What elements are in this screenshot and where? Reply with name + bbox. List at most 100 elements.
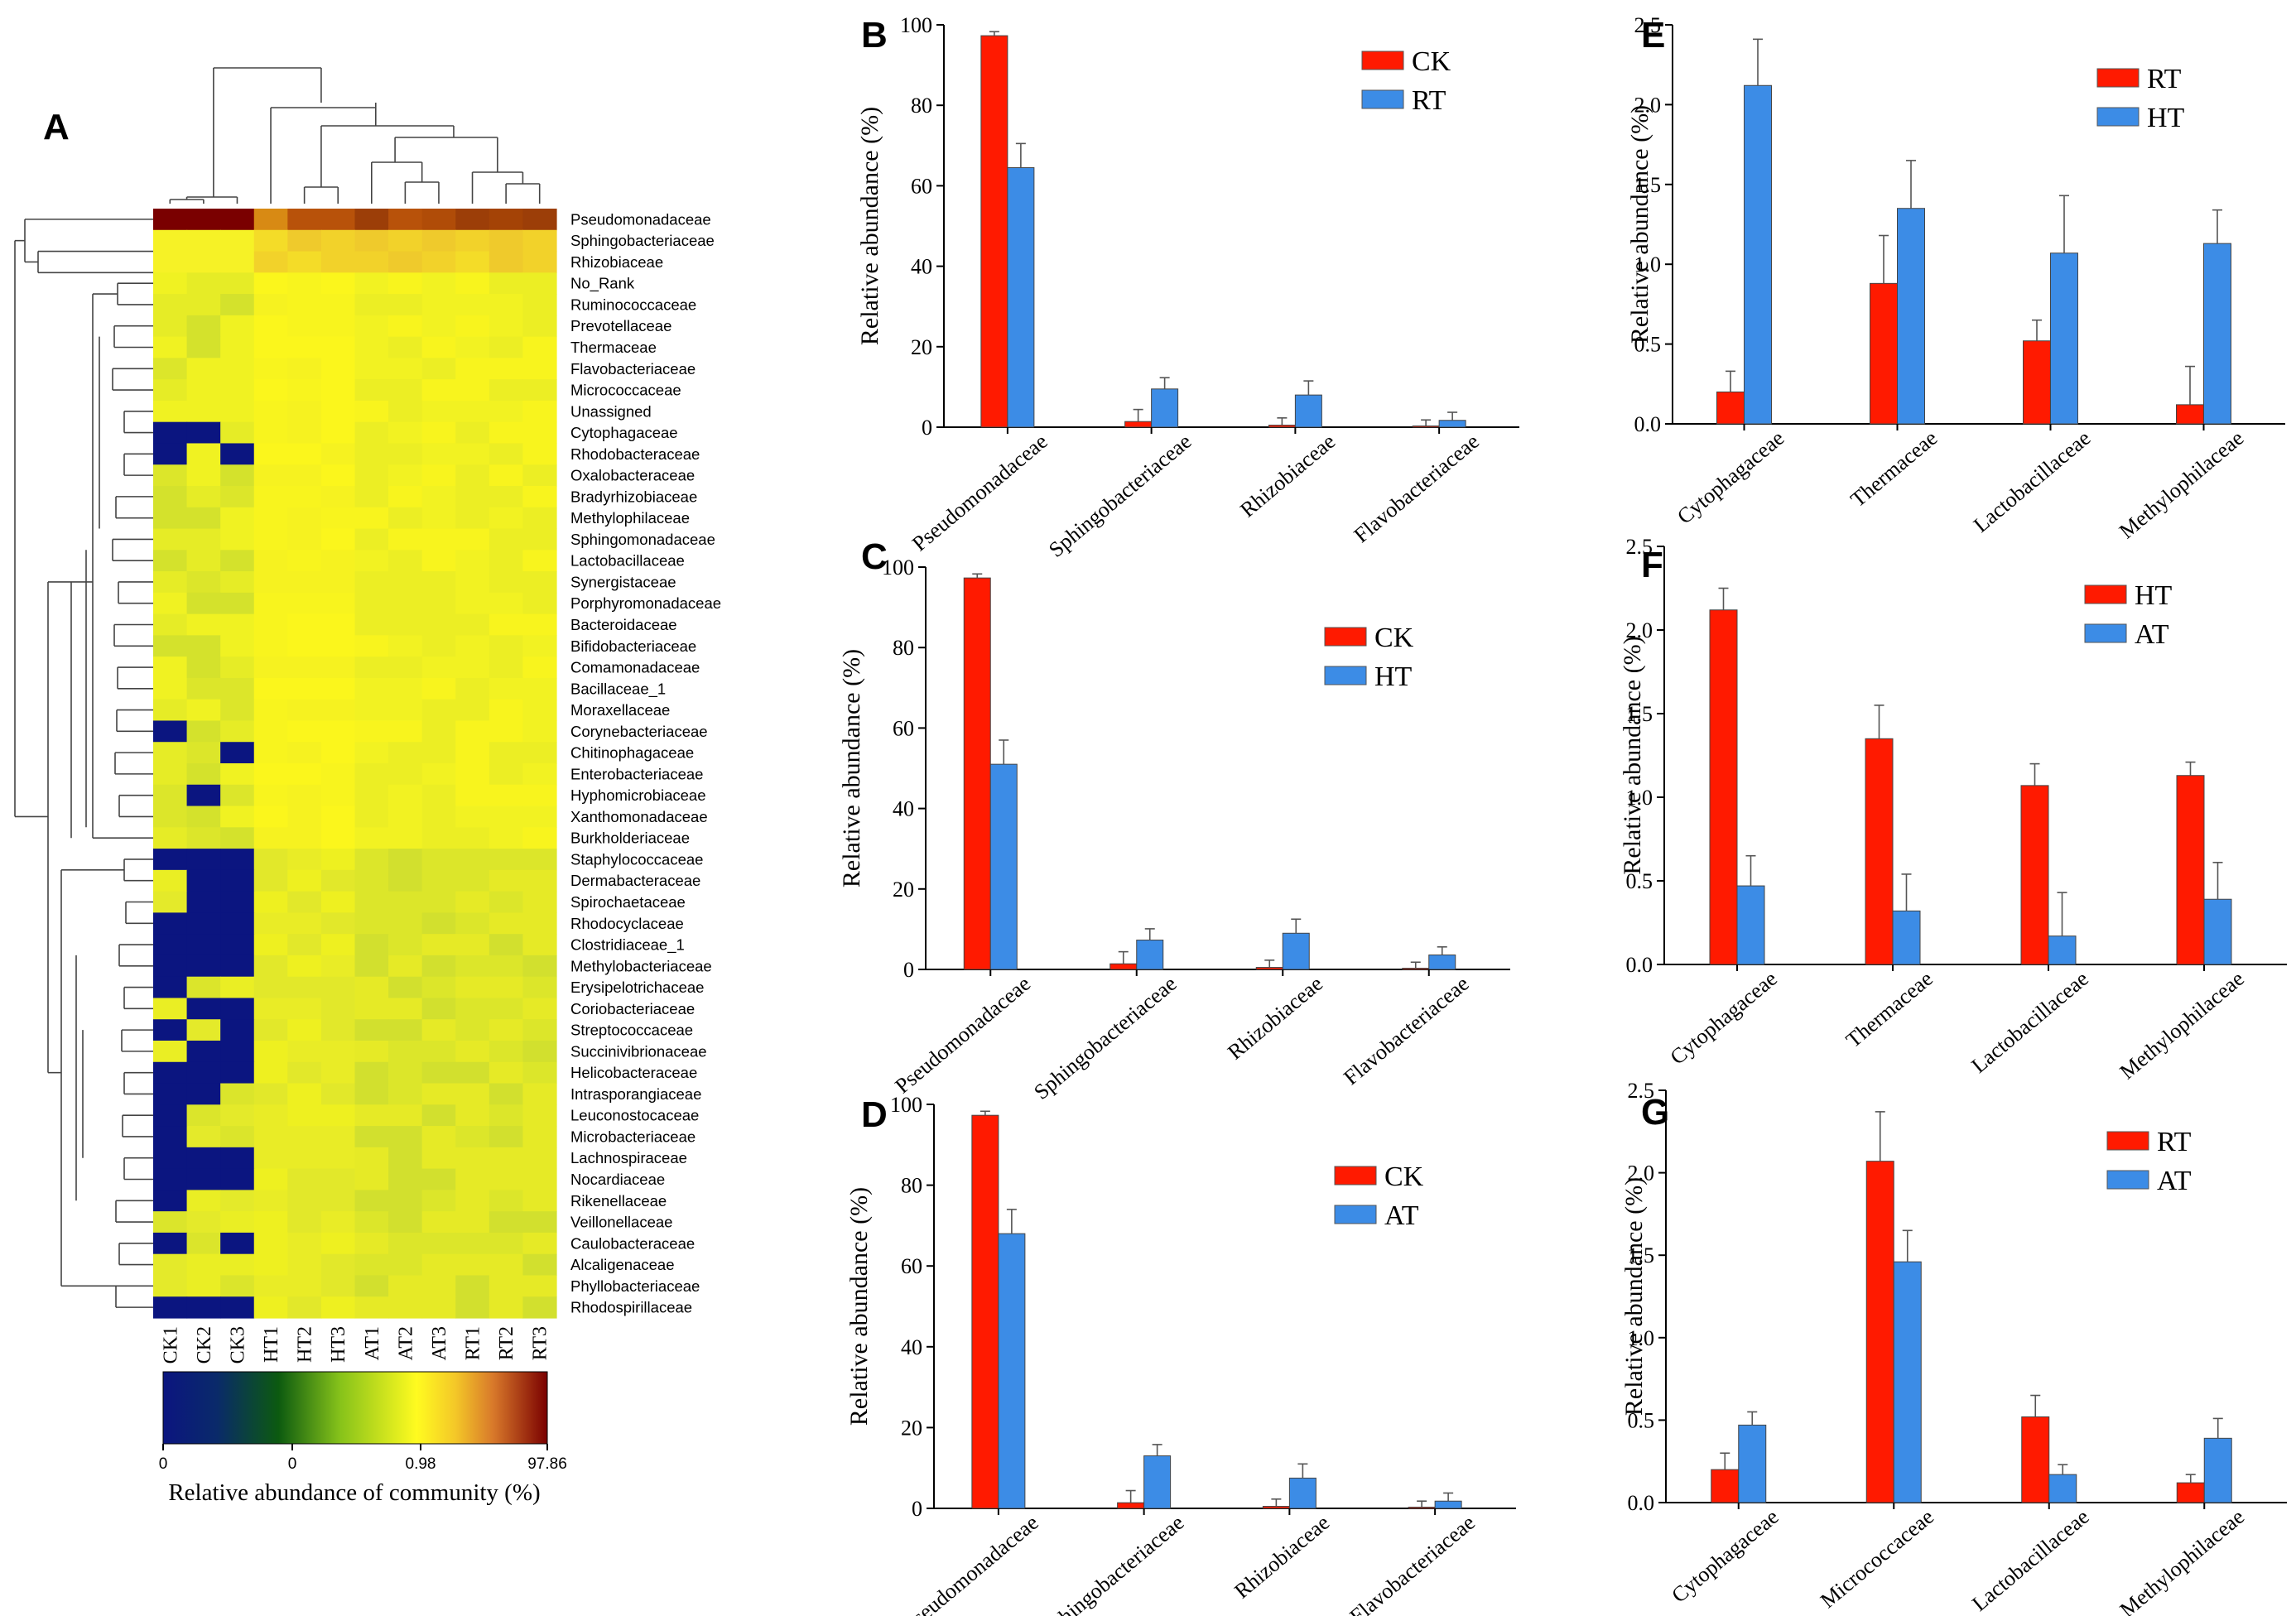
heatmap-cell xyxy=(421,763,456,786)
heatmap-cell xyxy=(522,336,557,358)
column-label-ht3: HT3 xyxy=(328,1326,349,1363)
heatmap-cell xyxy=(186,464,221,487)
heatmap-cell xyxy=(253,1147,288,1170)
heatmap-cell xyxy=(186,421,221,445)
heatmap-cell xyxy=(153,827,188,849)
row-label-alcaligenaceae: Alcaligenaceae xyxy=(570,1256,674,1273)
heatmap-cell xyxy=(388,1211,423,1234)
legend-label-ck: CK xyxy=(1384,1162,1424,1192)
heatmap-cell xyxy=(287,635,322,657)
heatmap-cell xyxy=(186,1126,221,1148)
heatmap-cell xyxy=(354,1083,389,1105)
heatmap-cell xyxy=(522,464,557,487)
heatmap-cell xyxy=(320,379,356,402)
heatmap-cell xyxy=(220,763,255,786)
heatmap-cell xyxy=(354,400,389,423)
y-tick-label: 2.5 xyxy=(1628,1079,1655,1103)
heatmap-cell xyxy=(320,1061,356,1085)
heatmap-cell xyxy=(421,1126,456,1148)
heatmap-cell xyxy=(253,315,288,338)
row-dendrogram xyxy=(14,219,153,1308)
heatmap-cell xyxy=(522,486,557,508)
row-label-microbacteriaceae: Microbacteriaceae xyxy=(570,1128,696,1146)
heatmap-cell xyxy=(220,891,255,913)
heatmap-cell xyxy=(354,784,389,807)
bar-rt-methylophilaceae xyxy=(2176,1482,2205,1503)
heatmap-cell xyxy=(522,1275,557,1297)
heatmap-cell xyxy=(522,571,557,594)
heatmap-cell xyxy=(455,1104,490,1127)
heatmap-cell xyxy=(220,827,255,849)
y-tick-label: 0 xyxy=(912,1497,922,1521)
heatmap-cell xyxy=(354,1147,389,1170)
heatmap-cell xyxy=(421,1104,456,1127)
heatmap-cell xyxy=(287,1083,322,1105)
heatmap-cell xyxy=(354,336,389,358)
heatmap-cell xyxy=(489,763,524,786)
heatmap-cell xyxy=(354,613,389,636)
bar-rt-flavobacteriaceae xyxy=(1438,420,1466,428)
heatmap-cell xyxy=(320,528,356,551)
heatmap-cell xyxy=(388,336,423,358)
heatmap-cell xyxy=(489,934,524,956)
heatmap-cell xyxy=(388,229,423,252)
heatmap-cell xyxy=(320,742,356,764)
bar-rt-thermaceae xyxy=(1870,282,1898,425)
heatmap-cell xyxy=(421,720,456,743)
heatmap-cell xyxy=(253,443,288,465)
heatmap-cell xyxy=(153,592,188,615)
heatmap-cell xyxy=(153,613,188,636)
heatmap-cell xyxy=(354,1019,389,1041)
heatmap-cell xyxy=(421,1061,456,1085)
heatmap-cell xyxy=(153,998,188,1020)
heatmap-cell xyxy=(253,272,288,295)
row-label-corynebacteriaceae: Corynebacteriaceae xyxy=(570,723,708,740)
heatmap-cell xyxy=(253,528,288,551)
heatmap-cell xyxy=(354,1253,389,1277)
heatmap-cell xyxy=(320,1296,356,1319)
heatmap-cell xyxy=(287,571,322,594)
heatmap-cell xyxy=(489,891,524,913)
heatmap-cell xyxy=(320,934,356,956)
heatmap-cell xyxy=(354,677,389,700)
heatmap-cell xyxy=(421,251,456,273)
heatmap-cell xyxy=(153,763,188,786)
heatmap-cell xyxy=(253,806,288,828)
heatmap-cell xyxy=(354,720,389,743)
heatmap-cell xyxy=(388,720,423,743)
heatmap-cell xyxy=(287,784,322,807)
y-axis-title: Relative abundance (%) xyxy=(838,649,865,887)
heatmap-cell xyxy=(220,336,255,358)
heatmap-cell xyxy=(287,1126,322,1148)
heatmap-cell xyxy=(455,1041,490,1063)
heatmap-cell xyxy=(153,400,188,423)
heatmap-cell xyxy=(253,955,288,978)
heatmap-cell xyxy=(388,1168,423,1190)
heatmap-cell xyxy=(186,550,221,572)
y-axis-title: Relative abundance (%) xyxy=(856,107,883,345)
heatmap-cell xyxy=(455,742,490,764)
heatmap-cell xyxy=(320,891,356,913)
heatmap-cell xyxy=(522,209,557,231)
heatmap-cell xyxy=(320,1104,356,1127)
heatmap-cell xyxy=(287,955,322,978)
heatmap-cell xyxy=(186,294,221,316)
heatmap-cell xyxy=(455,699,490,722)
bar-ck-flavobacteriaceae xyxy=(1412,426,1440,428)
heatmap-cell xyxy=(253,1041,288,1063)
bar-ck-rhizobiaceae xyxy=(1255,967,1283,970)
heatmap-cell xyxy=(388,742,423,764)
y-tick-label: 0.5 xyxy=(1626,869,1653,893)
heatmap-cell xyxy=(320,1211,356,1234)
heatmap-cell xyxy=(320,486,356,508)
heatmap-cell xyxy=(522,315,557,338)
bar-rt-pseudomonadaceae xyxy=(1007,167,1035,428)
heatmap-cell xyxy=(220,806,255,828)
legend-label-ht: HT xyxy=(1374,661,1413,692)
heatmap-cell xyxy=(153,912,188,935)
heatmap-cell xyxy=(220,571,255,594)
heatmap-cell xyxy=(220,1126,255,1148)
heatmap-cell xyxy=(388,912,423,935)
heatmap-cell xyxy=(186,1104,221,1127)
row-label-streptococcaceae: Streptococcaceae xyxy=(570,1022,693,1039)
